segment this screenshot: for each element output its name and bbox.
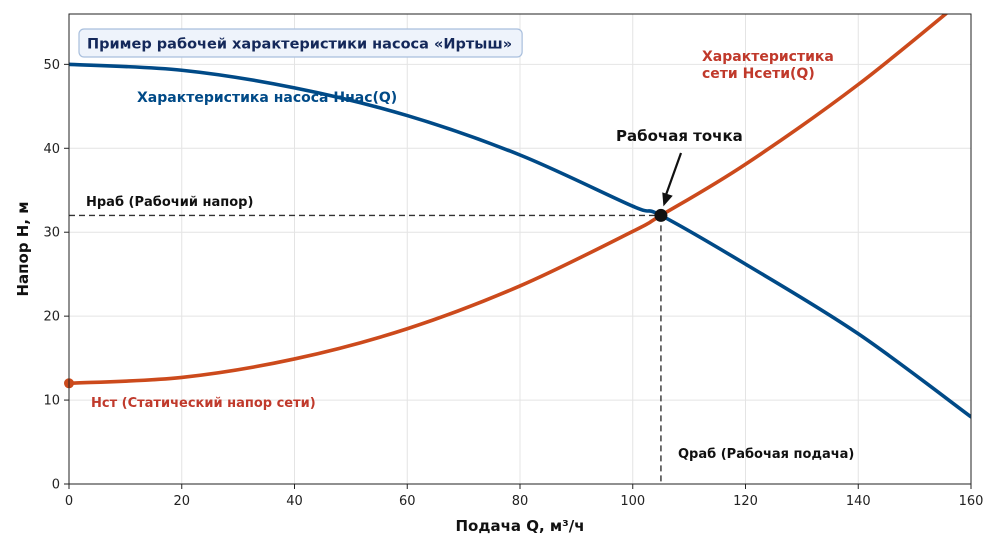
network-curve-label-line1: Характеристика [702, 49, 834, 65]
y-tick-label: 30 [43, 226, 60, 241]
operating-point-arrow [664, 152, 683, 197]
chart-title-box: Пример рабочей характеристики насоса «Ир… [78, 28, 523, 58]
x-tick-label: 100 [620, 494, 645, 509]
chart-title-background [78, 28, 523, 58]
y-tick-label: 40 [43, 142, 60, 157]
point-markers [64, 208, 668, 389]
x-tick-label: 40 [286, 494, 303, 509]
x-axis-title: Подача Q, м³/ч [455, 517, 584, 535]
x-tick-label: 20 [173, 494, 190, 509]
operating-point-arrowhead [662, 192, 673, 207]
y-tick-label: 20 [43, 310, 60, 325]
operating-flow-label: Qраб (Рабочая подача) [678, 447, 854, 462]
network-curve [69, 14, 949, 386]
y-tick-label: 0 [52, 478, 60, 493]
operating-point-label: Рабочая точка [616, 127, 743, 145]
operating-head-label: Нраб (Рабочий напор) [86, 195, 253, 210]
network-curve-label-line2: сети Hсети(Q) [702, 66, 815, 82]
y-axis-title: Напор H, м [14, 201, 32, 296]
static-head-label: Нст (Статический напор сети) [91, 396, 316, 411]
series-group [69, 14, 971, 419]
y-tick-label: 50 [43, 58, 60, 73]
axis-ticks: 0 20 40 60 80 100 120 140 160 0 10 20 30 40 50 [43, 58, 983, 509]
pump-curve-label: Характеристика насоса Hнас(Q) [137, 90, 397, 106]
x-tick-label: 120 [733, 494, 758, 509]
x-tick-label: 80 [512, 494, 529, 509]
operating-point [654, 208, 668, 222]
x-tick-label: 160 [959, 494, 984, 509]
pump-curve [69, 62, 971, 419]
plot-frame [68, 13, 972, 485]
y-tick-label: 10 [43, 394, 60, 409]
operating-guides [69, 214, 662, 484]
x-tick-label: 0 [65, 494, 73, 509]
chart-title: Пример рабочей характеристики насоса «Ир… [87, 37, 512, 53]
x-tick-label: 140 [846, 494, 871, 509]
x-tick-label: 60 [399, 494, 416, 509]
grid [68, 14, 972, 485]
